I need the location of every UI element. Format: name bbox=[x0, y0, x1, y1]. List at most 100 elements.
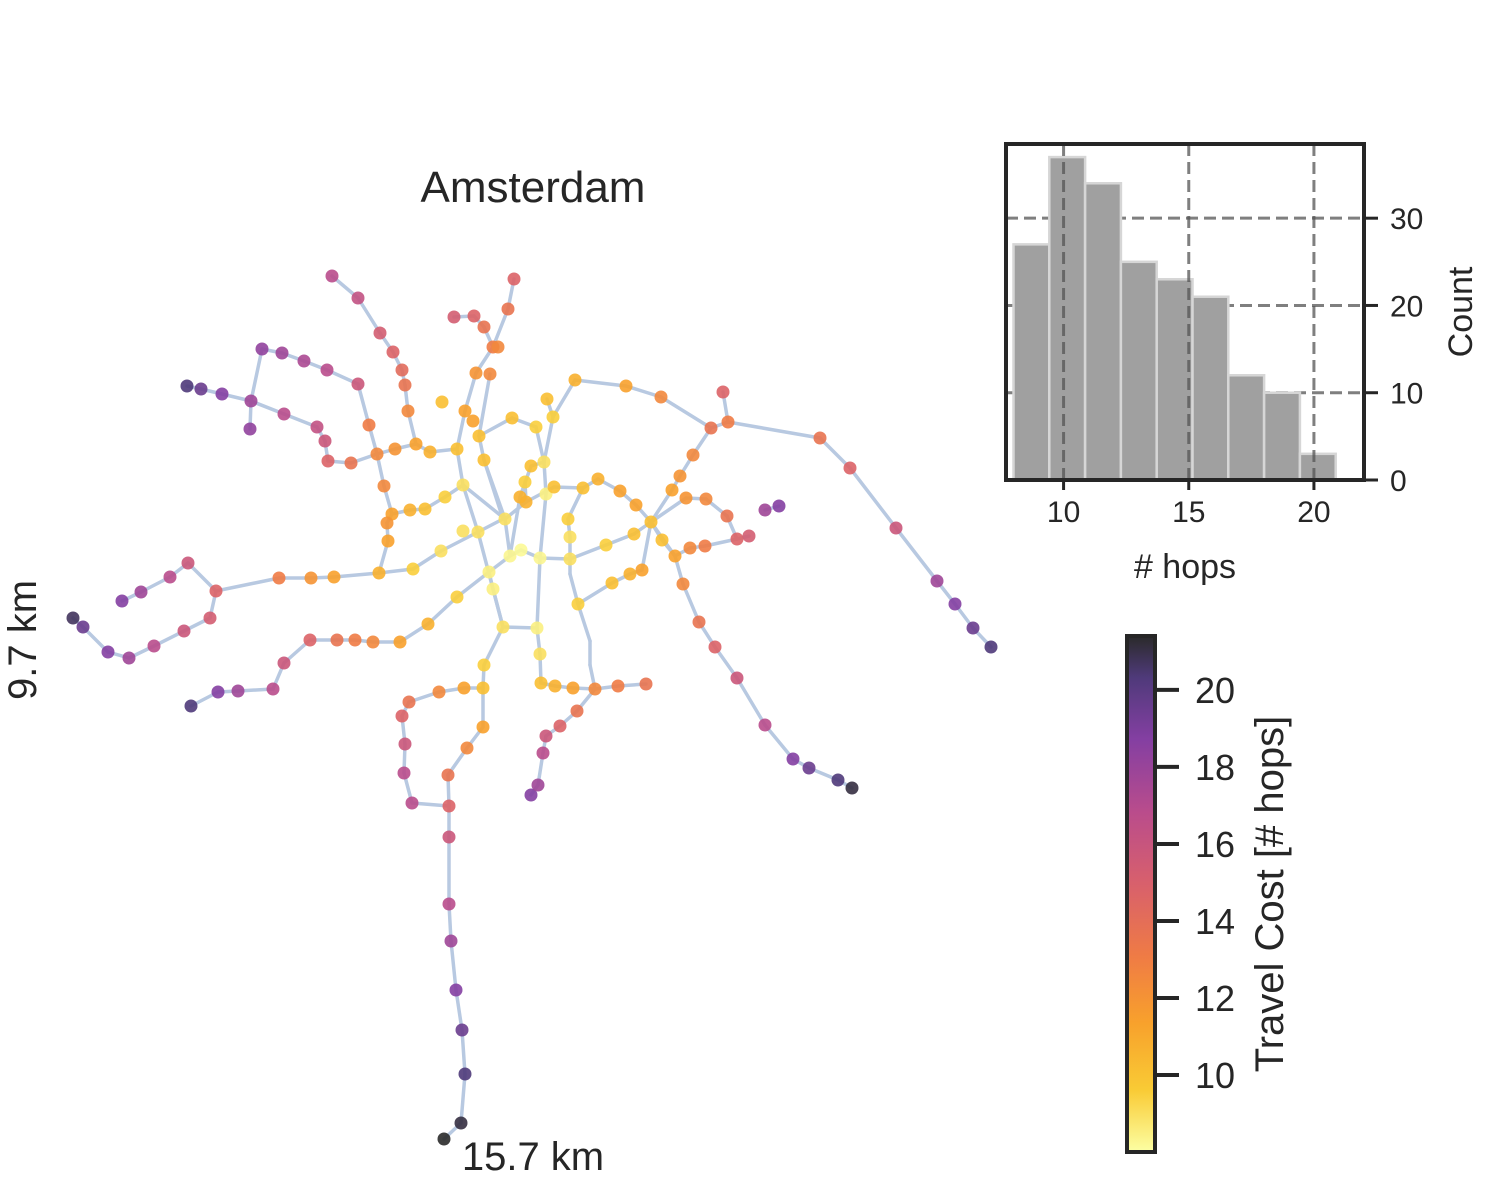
station-node bbox=[476, 681, 490, 695]
station-node bbox=[611, 679, 625, 693]
colorbar-tick-label: 18 bbox=[1195, 747, 1235, 788]
network-edge bbox=[426, 595, 459, 626]
station-node bbox=[505, 411, 519, 425]
map-nodes bbox=[66, 269, 998, 1146]
station-node bbox=[668, 549, 682, 563]
station-node bbox=[566, 681, 580, 695]
station-node bbox=[351, 377, 365, 391]
map-y-scale-label: 9.7 km bbox=[1, 580, 45, 700]
station-node bbox=[469, 366, 483, 380]
network-map: Amsterdam 15.7 km 9.7 km bbox=[1, 163, 998, 1179]
station-node bbox=[442, 897, 456, 911]
network-edge bbox=[551, 378, 577, 419]
station-node bbox=[277, 407, 291, 421]
network-edge bbox=[681, 582, 701, 624]
network-edge bbox=[576, 581, 614, 606]
station-node bbox=[450, 590, 464, 604]
station-node bbox=[655, 533, 669, 547]
station-node bbox=[215, 387, 229, 401]
network-edge bbox=[649, 496, 688, 524]
station-node bbox=[466, 414, 480, 428]
station-node bbox=[576, 481, 590, 495]
network-edge bbox=[214, 576, 281, 593]
station-node bbox=[644, 515, 658, 529]
station-node bbox=[455, 1023, 469, 1037]
station-node bbox=[388, 442, 402, 456]
station-node bbox=[605, 576, 619, 590]
station-node bbox=[398, 378, 412, 392]
station-node bbox=[395, 363, 409, 377]
station-node bbox=[627, 527, 641, 541]
histogram-y-tick-label: 30 bbox=[1390, 203, 1423, 236]
station-node bbox=[421, 617, 435, 631]
station-node bbox=[231, 684, 245, 698]
station-node bbox=[255, 342, 269, 356]
station-node bbox=[530, 621, 544, 635]
histogram-y-tick-label: 0 bbox=[1390, 465, 1407, 498]
network-edge bbox=[356, 296, 382, 335]
station-node bbox=[482, 565, 496, 579]
station-node bbox=[524, 459, 538, 473]
station-node bbox=[348, 633, 362, 647]
network-edge bbox=[482, 625, 505, 667]
station-node bbox=[147, 639, 161, 653]
station-node bbox=[984, 640, 998, 654]
station-node bbox=[547, 480, 561, 494]
station-node bbox=[401, 404, 415, 418]
histogram-bar bbox=[1262, 391, 1302, 482]
station-node bbox=[491, 340, 505, 354]
station-node bbox=[519, 495, 533, 509]
station-node bbox=[458, 404, 472, 418]
colorbar-tick-label: 12 bbox=[1195, 978, 1235, 1019]
network-edge bbox=[356, 382, 371, 427]
station-node bbox=[406, 562, 420, 576]
network-edge bbox=[476, 530, 505, 629]
histogram-x-label: # hops bbox=[1134, 548, 1236, 586]
network-edge bbox=[659, 395, 713, 430]
station-node bbox=[514, 543, 528, 557]
network-edge bbox=[439, 530, 480, 553]
histogram-bar bbox=[1012, 243, 1051, 482]
station-node bbox=[772, 499, 786, 513]
station-node bbox=[619, 379, 633, 393]
network-edge bbox=[640, 520, 653, 572]
station-node bbox=[654, 390, 668, 404]
station-node bbox=[503, 549, 517, 563]
network-edge bbox=[573, 378, 628, 388]
station-node bbox=[393, 635, 407, 649]
network-edge bbox=[726, 420, 822, 440]
station-node bbox=[243, 422, 257, 436]
station-node bbox=[177, 624, 191, 638]
station-node bbox=[397, 766, 411, 780]
histogram-y-tick-label: 10 bbox=[1390, 378, 1423, 411]
network-edge bbox=[463, 371, 478, 413]
map-edges bbox=[71, 274, 993, 1141]
station-node bbox=[438, 490, 452, 504]
station-node bbox=[553, 719, 567, 733]
station-node bbox=[813, 431, 827, 445]
network-edge bbox=[332, 571, 381, 579]
station-node bbox=[720, 509, 734, 523]
station-node bbox=[966, 621, 980, 635]
station-node bbox=[930, 574, 944, 588]
station-node bbox=[304, 571, 318, 585]
station-node bbox=[676, 577, 690, 591]
station-node bbox=[277, 656, 291, 670]
station-node bbox=[665, 483, 679, 497]
station-node bbox=[843, 461, 857, 475]
station-node bbox=[458, 1067, 472, 1081]
station-node bbox=[730, 532, 744, 546]
station-node bbox=[533, 647, 547, 661]
network-edge bbox=[455, 570, 491, 599]
station-node bbox=[591, 472, 605, 486]
network-edge bbox=[249, 347, 264, 403]
colorbar: 10 12 14 16 18 20 Travel Cost [# hops] bbox=[1125, 634, 1292, 1154]
station-node bbox=[330, 633, 344, 647]
histogram-ticks: 10 15 20 0 10 20 30 bbox=[1047, 203, 1423, 529]
station-node bbox=[134, 585, 148, 599]
station-node bbox=[629, 498, 643, 512]
station-node bbox=[380, 516, 394, 530]
station-node bbox=[441, 768, 455, 782]
station-node bbox=[351, 291, 365, 305]
